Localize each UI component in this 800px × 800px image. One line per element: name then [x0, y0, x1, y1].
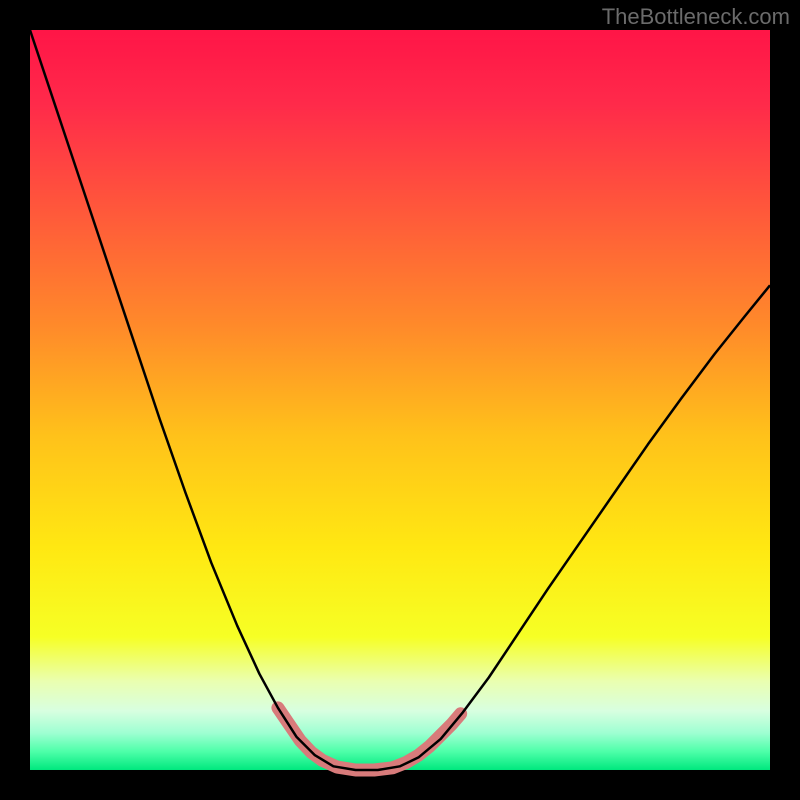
- watermark-text: TheBottleneck.com: [602, 4, 790, 30]
- chart-container: TheBottleneck.com: [0, 0, 800, 800]
- plot-background: [30, 30, 770, 770]
- chart-svg: [0, 0, 800, 800]
